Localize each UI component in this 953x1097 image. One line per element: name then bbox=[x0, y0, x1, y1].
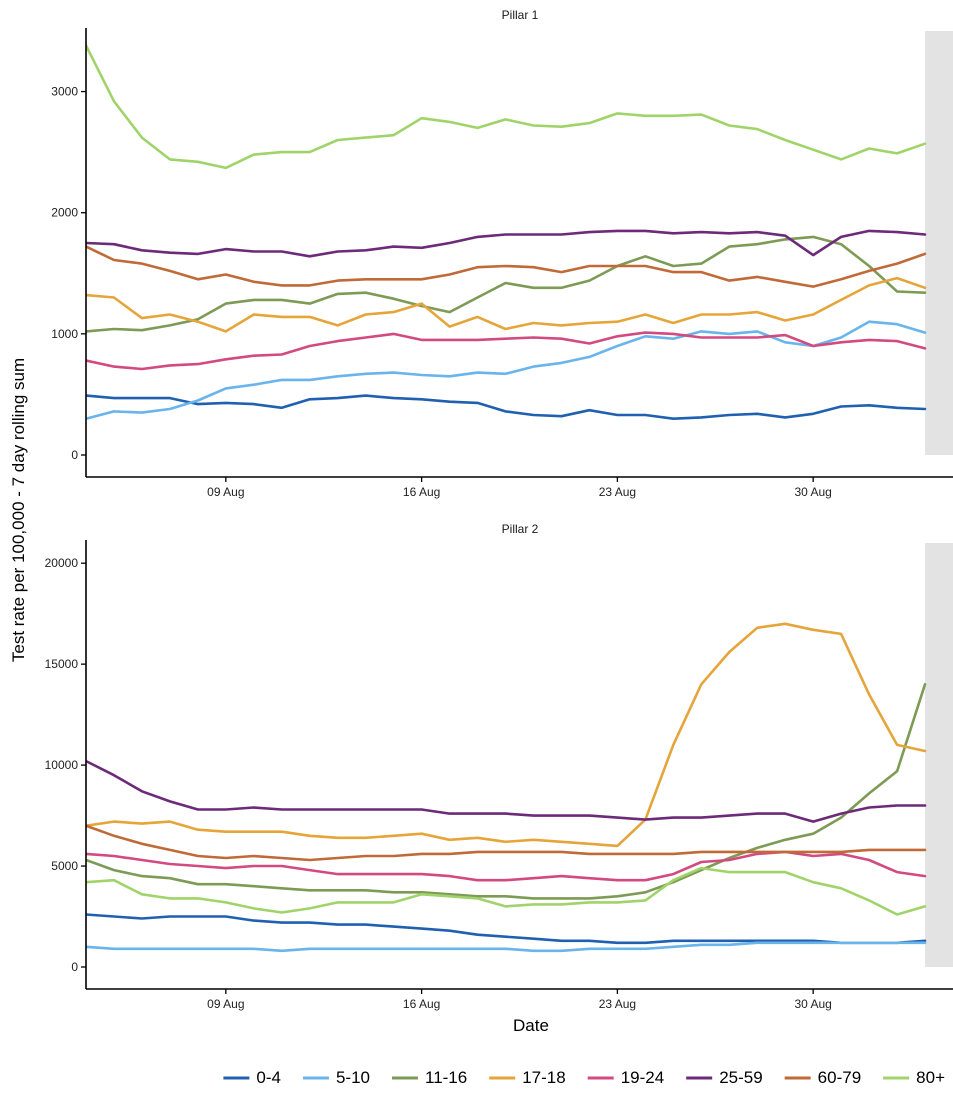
x-tick-label: 30 Aug bbox=[794, 485, 831, 499]
series-line-11-16 bbox=[86, 682, 927, 900]
legend-item-0-4: 0-4 bbox=[223, 1068, 281, 1087]
y-tick-label: 1000 bbox=[51, 327, 78, 341]
legend-item-80+: 80+ bbox=[883, 1068, 945, 1087]
series-line-17-18 bbox=[86, 622, 927, 848]
panel-title-pillar-2: Pillar 2 bbox=[502, 522, 539, 536]
x-axis: 09 Aug 16 Aug 23 Aug 30 Aug bbox=[86, 988, 953, 1011]
series-line-5-10 bbox=[86, 941, 927, 953]
panel-pillar-2: Pillar 2 0 5000 10000 15000 20000 09 Aug 16 A… bbox=[45, 522, 953, 1011]
legend-label: 19-24 bbox=[621, 1068, 664, 1087]
x-tick-label: 30 Aug bbox=[794, 997, 831, 1011]
x-axis: 09 Aug 16 Aug 23 Aug 30 Aug bbox=[86, 476, 953, 499]
legend-item-17-18: 17-18 bbox=[489, 1068, 566, 1087]
y-tick-label: 5000 bbox=[51, 859, 78, 873]
panel-pillar-1: Pillar 1 0 1000 2000 3000 09 Aug 16 Aug 23 Au… bbox=[51, 8, 953, 499]
y-axis: 0 5000 10000 15000 20000 bbox=[45, 540, 87, 989]
series-group bbox=[86, 44, 927, 421]
x-axis-title: Date bbox=[513, 1016, 549, 1035]
series-line-80+ bbox=[86, 44, 927, 170]
y-tick-label: 0 bbox=[71, 448, 78, 462]
series-line-0-4 bbox=[86, 394, 927, 421]
series-line-60-79 bbox=[86, 245, 927, 288]
panel-title-pillar-1: Pillar 1 bbox=[502, 8, 539, 22]
y-tick-label: 10000 bbox=[45, 758, 79, 772]
legend-label: 0-4 bbox=[256, 1068, 281, 1087]
shaded-region-incomplete-data bbox=[925, 543, 953, 967]
legend-item-5-10: 5-10 bbox=[302, 1068, 370, 1087]
legend: 0-4 5-10 11-16 17-18 19-24 25-59 60-79 80+ bbox=[223, 1068, 945, 1087]
x-tick-label: 09 Aug bbox=[207, 485, 244, 499]
legend-item-25-59: 25-59 bbox=[686, 1068, 763, 1087]
legend-label: 11-16 bbox=[425, 1068, 467, 1087]
x-tick-label: 16 Aug bbox=[403, 485, 440, 499]
legend-label: 60-79 bbox=[818, 1068, 861, 1087]
shaded-region-incomplete-data bbox=[925, 31, 953, 455]
legend-label: 17-18 bbox=[522, 1068, 565, 1087]
legend-label: 80+ bbox=[916, 1068, 945, 1087]
x-tick-label: 16 Aug bbox=[403, 997, 440, 1011]
legend-label: 25-59 bbox=[719, 1068, 762, 1087]
y-axis-title: Test rate per 100,000 - 7 day rolling su… bbox=[9, 358, 28, 662]
y-tick-label: 3000 bbox=[51, 85, 78, 99]
series-line-25-59 bbox=[86, 229, 927, 258]
legend-label: 5-10 bbox=[336, 1068, 370, 1087]
x-tick-label: 09 Aug bbox=[207, 997, 244, 1011]
y-tick-label: 0 bbox=[71, 960, 78, 974]
series-line-60-79 bbox=[86, 824, 927, 862]
series-line-25-59 bbox=[86, 759, 927, 823]
y-tick-label: 20000 bbox=[45, 556, 79, 570]
series-line-19-24 bbox=[86, 331, 927, 371]
legend-item-19-24: 19-24 bbox=[587, 1068, 664, 1087]
y-tick-label: 15000 bbox=[45, 657, 79, 671]
series-line-80+ bbox=[86, 866, 927, 916]
series-line-5-10 bbox=[86, 320, 927, 421]
series-line-17-18 bbox=[86, 276, 927, 333]
y-tick-label: 2000 bbox=[51, 206, 78, 220]
x-tick-label: 23 Aug bbox=[599, 485, 636, 499]
series-line-11-16 bbox=[86, 235, 927, 333]
legend-item-60-79: 60-79 bbox=[784, 1068, 861, 1087]
x-tick-label: 23 Aug bbox=[599, 997, 636, 1011]
y-axis: 0 1000 2000 3000 bbox=[51, 28, 87, 477]
legend-item-11-16: 11-16 bbox=[392, 1068, 467, 1087]
series-group bbox=[86, 622, 927, 953]
series-line-0-4 bbox=[86, 913, 927, 945]
